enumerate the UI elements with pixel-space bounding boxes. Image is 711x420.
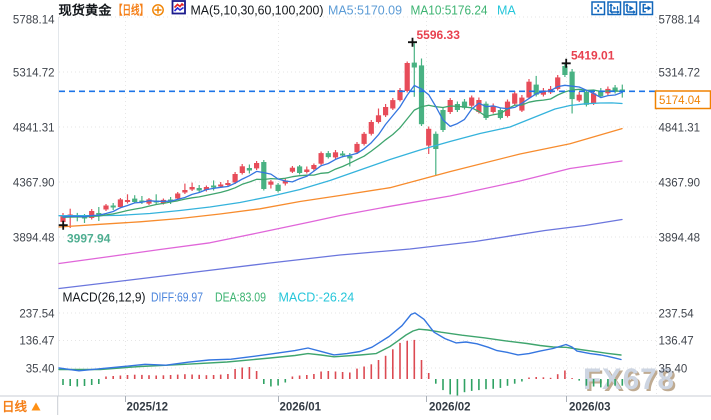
svg-text:MACD(26,12,9): MACD(26,12,9) xyxy=(63,291,146,305)
svg-text:237.54: 237.54 xyxy=(659,309,695,321)
svg-text:5314.72: 5314.72 xyxy=(13,68,55,80)
svg-text:MA(5,10,30,60,100,200): MA(5,10,30,60,100,200) xyxy=(191,4,324,18)
svg-text:FX678: FX678 xyxy=(583,363,675,396)
svg-text:5314.72: 5314.72 xyxy=(659,68,701,80)
svg-text:2026/03: 2026/03 xyxy=(569,402,611,414)
svg-text:2026/02: 2026/02 xyxy=(429,402,471,414)
svg-text:日线: 日线 xyxy=(2,399,28,414)
svg-text:5788.14: 5788.14 xyxy=(659,15,701,27)
svg-text:3997.94: 3997.94 xyxy=(67,232,111,246)
svg-text:2026/01: 2026/01 xyxy=(280,402,322,414)
svg-text:5596.33: 5596.33 xyxy=(417,28,461,42)
svg-text:35.40: 35.40 xyxy=(26,364,55,376)
svg-text:DIFF:69.97: DIFF:69.97 xyxy=(151,291,203,305)
svg-text:2025/12: 2025/12 xyxy=(127,402,169,414)
svg-text:4841.31: 4841.31 xyxy=(659,123,701,135)
svg-text:MACD:-26.24: MACD:-26.24 xyxy=(279,291,355,305)
svg-text:DEA:83.09: DEA:83.09 xyxy=(215,291,266,305)
svg-text:3894.48: 3894.48 xyxy=(13,233,55,245)
svg-text:4367.90: 4367.90 xyxy=(659,178,701,190)
svg-text:【日线】: 【日线】 xyxy=(114,3,148,18)
svg-text:5419.01: 5419.01 xyxy=(571,49,615,63)
svg-text:237.54: 237.54 xyxy=(19,309,55,321)
svg-text:35.40: 35.40 xyxy=(659,364,688,376)
svg-text:MA5:5170.09: MA5:5170.09 xyxy=(328,4,402,18)
svg-text:5174.04: 5174.04 xyxy=(659,95,701,107)
svg-text:136.47: 136.47 xyxy=(659,336,694,348)
svg-text:MA: MA xyxy=(497,4,516,18)
svg-text:5788.14: 5788.14 xyxy=(13,15,55,27)
svg-text:MA10:5176.24: MA10:5176.24 xyxy=(411,4,488,18)
svg-text:现货黄金: 现货黄金 xyxy=(59,3,113,18)
svg-text:3894.48: 3894.48 xyxy=(659,233,701,245)
svg-text:136.47: 136.47 xyxy=(19,336,54,348)
svg-text:4841.31: 4841.31 xyxy=(13,123,55,135)
svg-text:4367.90: 4367.90 xyxy=(13,178,55,190)
